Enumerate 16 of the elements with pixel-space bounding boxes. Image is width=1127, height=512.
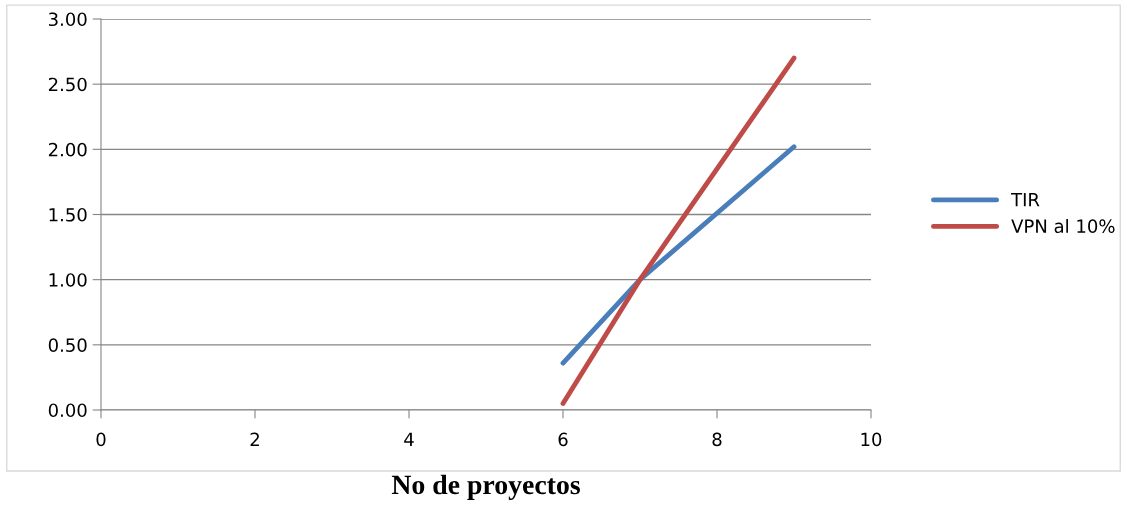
x-axis-title: No de proyectos: [391, 474, 580, 500]
x-tick-label: 10: [861, 432, 882, 447]
legend-label: VPN al 10%: [1011, 219, 1115, 233]
y-tick-label: 1.00: [49, 273, 87, 287]
y-tick-label: 3.00: [48, 12, 87, 27]
y-tick-label: 0.50: [48, 338, 87, 352]
y-tick-label: 1.50: [49, 207, 87, 222]
y-tick-label: 2.50: [48, 77, 87, 92]
y-tick-label: 0.00: [48, 403, 87, 418]
x-tick-label: 4: [404, 432, 414, 446]
x-tick-label: 6: [558, 432, 568, 447]
x-tick-label: 2: [250, 432, 259, 446]
legend-label: TIR: [1011, 193, 1040, 207]
x-tick-label: 8: [712, 432, 722, 447]
x-tick-label: 0: [96, 432, 106, 447]
y-tick-label: 2.00: [48, 142, 87, 157]
